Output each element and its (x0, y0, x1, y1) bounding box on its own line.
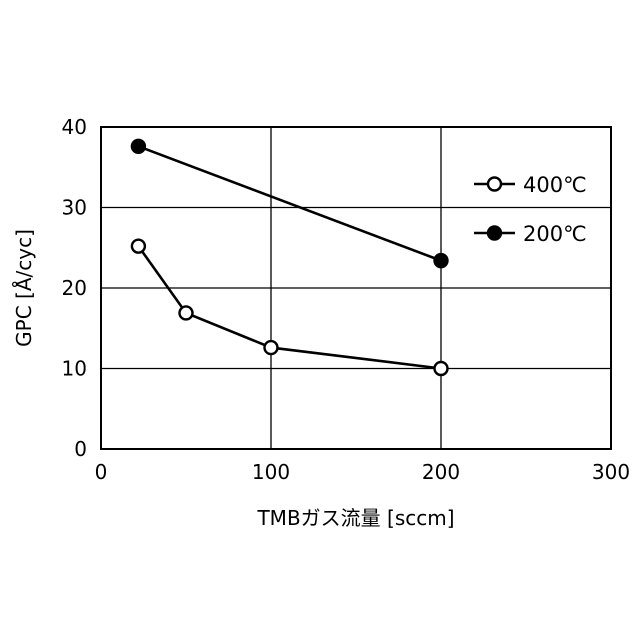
legend-marker (488, 227, 501, 240)
y-tick-label: 30 (62, 196, 87, 220)
y-tick-label: 10 (62, 357, 87, 381)
legend: 400℃ 200℃ (474, 173, 587, 246)
x-tick-label: 300 (592, 460, 630, 484)
legend-marker (488, 178, 501, 191)
data-point (132, 140, 145, 153)
y-tick-label: 40 (62, 115, 87, 139)
y-axis-label: GPC [Å/cyc] (12, 229, 36, 347)
legend-label: 200℃ (523, 222, 587, 246)
y-axis-ticks: 0 10 20 30 40 (62, 115, 87, 461)
data-point (435, 362, 448, 375)
data-point (180, 306, 193, 319)
data-point (435, 254, 448, 267)
y-tick-label: 20 (62, 276, 87, 300)
legend-item: 200℃ (474, 222, 587, 246)
x-axis-label: TMBガス流量 [sccm] (256, 506, 454, 530)
data-point (265, 341, 278, 354)
series-line (138, 146, 441, 260)
data-point (132, 240, 145, 253)
series-1 (132, 240, 448, 375)
series-layer (132, 140, 448, 375)
legend-item: 400℃ (474, 173, 587, 197)
legend-label: 400℃ (523, 173, 587, 197)
x-tick-label: 0 (95, 460, 108, 484)
x-tick-label: 200 (422, 460, 460, 484)
x-tick-label: 100 (252, 460, 290, 484)
series-2 (132, 140, 448, 267)
x-axis-ticks: 0 100 200 300 (95, 460, 630, 484)
y-tick-label: 0 (74, 437, 87, 461)
